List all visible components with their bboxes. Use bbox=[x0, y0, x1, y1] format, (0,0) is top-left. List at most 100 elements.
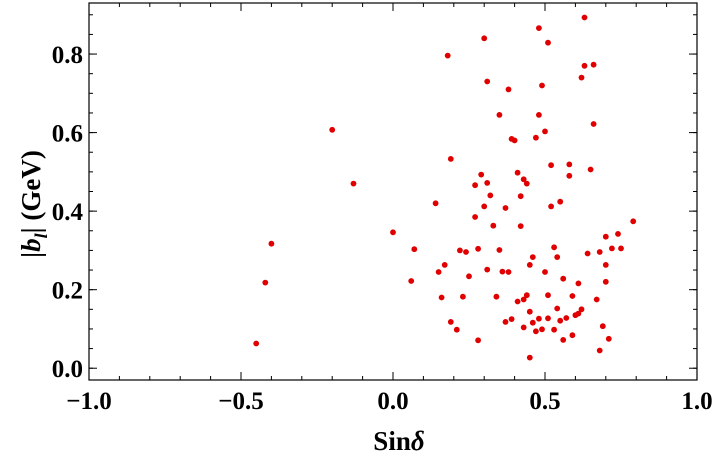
data-point bbox=[517, 223, 524, 230]
data-point bbox=[539, 326, 545, 333]
data-point bbox=[496, 112, 503, 118]
y-tick-label: 0.0 bbox=[52, 356, 83, 383]
y-axis-label: |bl| (GeV) bbox=[16, 150, 51, 258]
data-point bbox=[350, 180, 357, 187]
data-points bbox=[253, 14, 637, 361]
data-point bbox=[575, 280, 582, 287]
data-point bbox=[490, 222, 497, 229]
data-point bbox=[514, 298, 521, 305]
data-point bbox=[545, 39, 551, 46]
y-tick-label: 0.8 bbox=[52, 42, 83, 69]
data-point bbox=[484, 78, 491, 85]
data-point bbox=[539, 82, 545, 89]
data-point bbox=[569, 332, 576, 339]
data-point bbox=[466, 273, 472, 280]
data-point bbox=[520, 296, 527, 303]
data-point bbox=[584, 250, 591, 257]
data-point bbox=[438, 294, 445, 301]
data-point bbox=[536, 25, 542, 31]
data-point bbox=[508, 316, 515, 322]
data-point bbox=[596, 347, 603, 354]
data-point bbox=[566, 161, 573, 168]
axis-ticks bbox=[88, 3, 698, 380]
data-point bbox=[533, 134, 539, 141]
data-point bbox=[487, 192, 494, 199]
data-point bbox=[484, 180, 491, 186]
data-point bbox=[533, 328, 539, 335]
data-point bbox=[554, 254, 561, 260]
x-tick-label: −0.5 bbox=[218, 388, 264, 415]
data-point bbox=[457, 247, 463, 254]
data-point bbox=[447, 156, 454, 162]
data-point bbox=[545, 292, 551, 299]
data-point bbox=[520, 324, 527, 331]
data-point bbox=[593, 296, 600, 303]
data-point bbox=[502, 205, 509, 211]
data-point bbox=[618, 245, 624, 252]
data-point bbox=[602, 262, 609, 268]
data-point bbox=[560, 275, 567, 282]
data-point bbox=[493, 293, 500, 300]
data-point bbox=[551, 244, 557, 251]
data-point bbox=[463, 249, 469, 255]
data-point bbox=[630, 218, 637, 225]
data-point bbox=[268, 240, 275, 247]
data-point bbox=[441, 262, 448, 268]
data-point bbox=[569, 293, 576, 299]
data-point bbox=[575, 310, 582, 317]
data-point bbox=[602, 278, 609, 285]
data-point bbox=[557, 198, 564, 205]
data-point bbox=[551, 326, 557, 333]
data-point bbox=[578, 74, 585, 81]
data-point bbox=[557, 317, 564, 324]
data-point bbox=[329, 126, 336, 133]
data-point bbox=[536, 315, 542, 322]
data-point bbox=[253, 340, 260, 347]
data-point bbox=[545, 315, 551, 322]
data-point bbox=[542, 269, 548, 275]
tick-labels: −1.0 −0.5 0.0 0.5 1.0 0.0 0.2 0.4 0.6 0.8 bbox=[52, 42, 713, 415]
data-point bbox=[609, 245, 615, 252]
y-axis-label-symbol: b bbox=[16, 238, 46, 252]
plot-frame bbox=[88, 2, 698, 381]
data-point bbox=[587, 166, 594, 173]
data-point bbox=[444, 52, 451, 59]
data-point bbox=[548, 162, 554, 169]
data-point bbox=[475, 245, 481, 252]
data-point bbox=[514, 169, 521, 176]
x-tick-label: 1.0 bbox=[681, 388, 712, 415]
data-point bbox=[523, 292, 530, 299]
x-axis-label-symbol: δ bbox=[411, 426, 425, 456]
data-point bbox=[596, 249, 603, 255]
data-point bbox=[536, 112, 542, 118]
data-point bbox=[447, 319, 454, 325]
y-tick-label: 0.4 bbox=[52, 199, 84, 226]
data-point bbox=[526, 308, 533, 315]
data-point bbox=[484, 266, 491, 273]
data-point bbox=[505, 269, 512, 275]
data-point bbox=[496, 247, 503, 253]
data-point bbox=[554, 305, 561, 312]
data-point bbox=[408, 278, 415, 284]
data-point bbox=[432, 200, 439, 207]
data-point bbox=[460, 293, 466, 300]
data-point bbox=[435, 269, 442, 275]
data-point bbox=[548, 203, 554, 210]
y-tick-label: 0.2 bbox=[52, 278, 83, 305]
y-axis-label-subscript: l bbox=[31, 233, 51, 238]
data-point bbox=[453, 326, 460, 333]
data-point bbox=[390, 229, 396, 236]
data-point bbox=[478, 171, 485, 178]
data-point bbox=[481, 35, 488, 42]
data-point bbox=[511, 137, 518, 144]
data-point bbox=[529, 319, 536, 326]
data-point bbox=[590, 61, 597, 68]
data-point bbox=[581, 14, 588, 21]
data-point bbox=[578, 306, 585, 313]
y-tick-label: 0.6 bbox=[52, 121, 83, 148]
x-axis-label-prefix: Sin bbox=[373, 426, 411, 456]
data-point bbox=[615, 231, 621, 237]
data-point bbox=[599, 323, 606, 330]
